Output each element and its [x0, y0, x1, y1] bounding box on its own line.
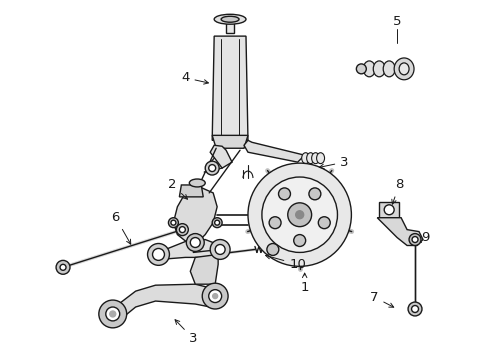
Text: 7: 7: [370, 291, 393, 307]
Ellipse shape: [221, 16, 239, 22]
Ellipse shape: [394, 58, 414, 80]
Polygon shape: [244, 140, 305, 162]
Circle shape: [318, 217, 330, 229]
Polygon shape: [212, 135, 248, 148]
Circle shape: [106, 307, 120, 321]
Text: 2: 2: [168, 179, 188, 199]
Circle shape: [288, 203, 312, 227]
Text: 10: 10: [266, 255, 306, 271]
Ellipse shape: [383, 61, 395, 77]
Text: 3: 3: [175, 320, 197, 345]
Circle shape: [205, 161, 219, 175]
Ellipse shape: [307, 153, 315, 164]
Circle shape: [294, 235, 306, 247]
Circle shape: [248, 163, 351, 266]
Circle shape: [356, 64, 367, 74]
Text: 3: 3: [319, 156, 349, 168]
Circle shape: [186, 234, 204, 251]
Circle shape: [267, 243, 279, 255]
Circle shape: [209, 290, 221, 302]
Ellipse shape: [302, 153, 310, 164]
Polygon shape: [190, 255, 218, 284]
Circle shape: [110, 311, 116, 317]
Ellipse shape: [363, 61, 375, 77]
Circle shape: [412, 306, 418, 312]
Ellipse shape: [312, 153, 319, 164]
Polygon shape: [377, 218, 423, 246]
Polygon shape: [212, 36, 248, 140]
Circle shape: [202, 283, 228, 309]
Circle shape: [295, 211, 304, 219]
Text: 1: 1: [300, 273, 309, 294]
Circle shape: [269, 217, 281, 229]
Polygon shape: [179, 185, 203, 197]
Polygon shape: [379, 202, 399, 218]
Text: 4: 4: [181, 71, 208, 84]
Polygon shape: [173, 185, 217, 243]
Circle shape: [99, 300, 127, 328]
Text: 8: 8: [392, 179, 403, 204]
Circle shape: [309, 188, 321, 200]
Circle shape: [262, 177, 338, 252]
Polygon shape: [226, 19, 234, 33]
Circle shape: [408, 302, 422, 316]
Circle shape: [190, 238, 200, 247]
Circle shape: [213, 294, 218, 298]
Polygon shape: [210, 145, 232, 168]
Circle shape: [176, 224, 188, 235]
Circle shape: [56, 260, 70, 274]
Circle shape: [179, 227, 185, 233]
Circle shape: [171, 220, 176, 225]
Ellipse shape: [373, 61, 385, 77]
Circle shape: [152, 248, 165, 260]
Ellipse shape: [399, 63, 409, 75]
Circle shape: [215, 220, 220, 225]
Circle shape: [169, 218, 178, 228]
Text: 9: 9: [421, 231, 429, 244]
Text: 5: 5: [393, 15, 401, 28]
Circle shape: [215, 244, 225, 255]
Circle shape: [278, 188, 291, 200]
Polygon shape: [111, 284, 218, 321]
Circle shape: [210, 239, 230, 260]
Circle shape: [409, 234, 421, 246]
Polygon shape: [161, 239, 218, 260]
Ellipse shape: [214, 14, 246, 24]
Ellipse shape: [317, 153, 324, 164]
Circle shape: [212, 218, 222, 228]
Circle shape: [60, 264, 66, 270]
Ellipse shape: [189, 179, 205, 187]
Circle shape: [412, 237, 418, 243]
Text: 6: 6: [112, 211, 131, 244]
Circle shape: [384, 205, 394, 215]
Circle shape: [209, 165, 216, 172]
Circle shape: [147, 243, 170, 265]
